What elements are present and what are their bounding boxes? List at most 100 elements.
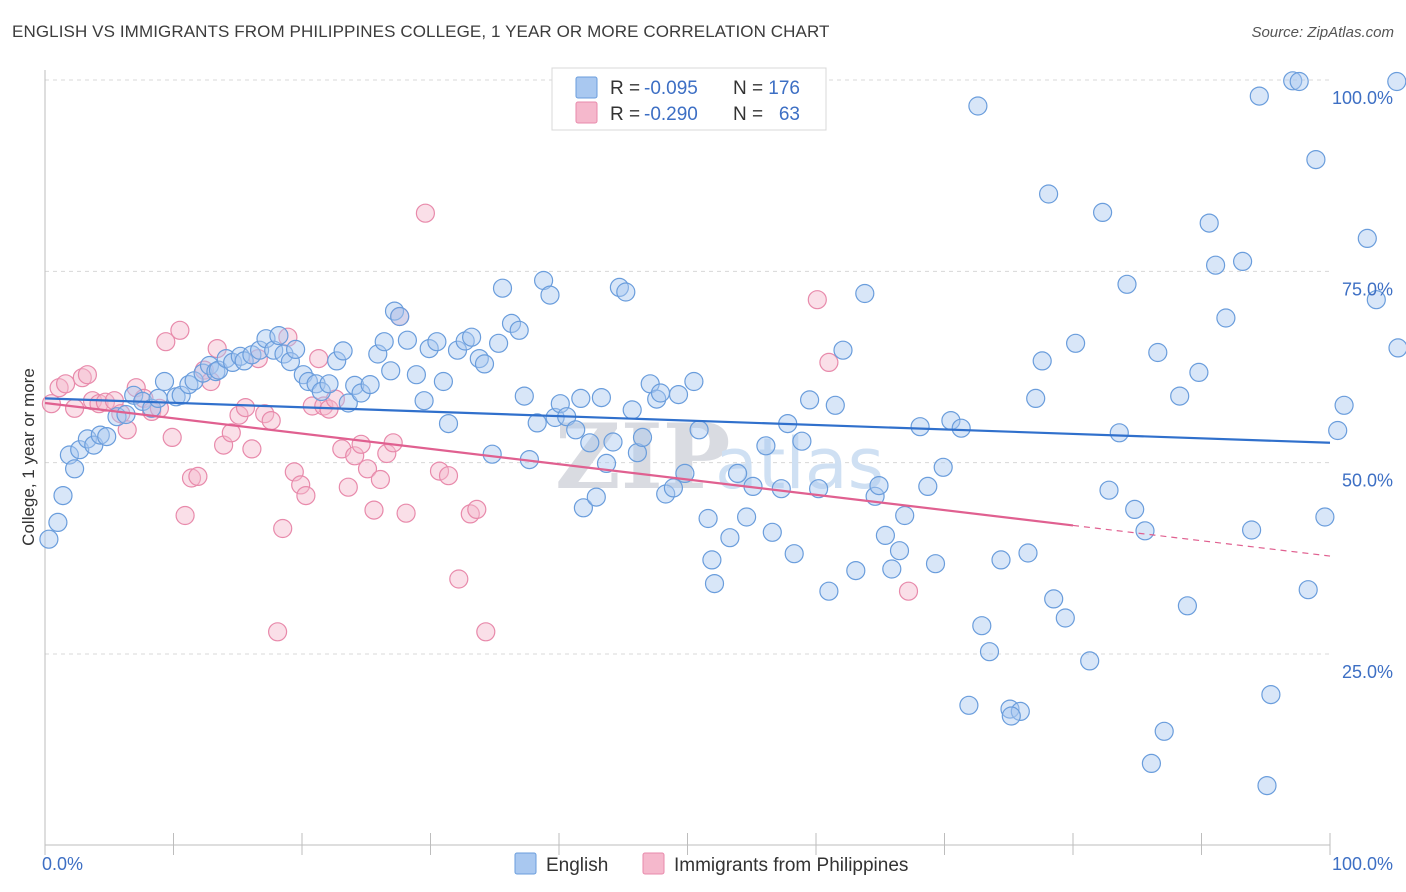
english-point-133 (968, 96, 988, 116)
philippines-point-29 (242, 439, 262, 459)
y-tick-label-3: 100.0% (1332, 88, 1393, 108)
philippines-point-28 (235, 398, 256, 418)
english-point-78 (566, 420, 586, 440)
philippines-point-38 (296, 486, 316, 506)
legend-bottom-philippines-swatch (642, 852, 665, 875)
english-point-143 (1038, 184, 1059, 204)
philippines-point-62 (807, 290, 827, 310)
english-point-84 (596, 453, 617, 473)
english-point-125 (895, 505, 915, 526)
english-point-18 (171, 385, 191, 405)
english-point-64 (474, 354, 495, 374)
english-point-117 (833, 340, 853, 360)
english-point-166 (1257, 775, 1277, 796)
philippines-point-64 (898, 581, 919, 601)
legend-bottom-english-label: English (546, 855, 608, 876)
legend-philippines-r-value: -0.290 (644, 104, 698, 125)
english-point-128 (925, 554, 946, 574)
english-point-53 (397, 330, 417, 350)
english-point-48 (368, 344, 388, 364)
philippines-trend-line (44, 401, 1074, 527)
english-point-155 (1148, 342, 1168, 363)
english-point-69 (509, 320, 529, 340)
english-point-115 (819, 581, 839, 601)
english-point-101 (702, 550, 722, 570)
philippines-point-17 (162, 427, 182, 447)
english-point-34 (274, 344, 294, 364)
legend-philippines-n-label: N = (733, 104, 763, 125)
english-point-36 (286, 339, 306, 359)
english-point-102 (704, 573, 725, 594)
english-point-74 (540, 285, 560, 305)
english-point-174 (1334, 395, 1354, 415)
english-point-156 (1154, 721, 1174, 741)
english-point-83 (591, 388, 612, 408)
philippines-point-54 (396, 503, 416, 523)
english-point-52 (390, 306, 410, 327)
english-point-19 (179, 375, 199, 395)
english-point-129 (933, 457, 953, 477)
english-point-122 (875, 525, 896, 546)
english-point-104 (727, 463, 748, 483)
english-point-159 (1189, 362, 1209, 382)
philippines-point-55 (415, 203, 435, 223)
english-point-89 (627, 443, 648, 463)
philippines-point-46 (345, 446, 365, 466)
english-point-112 (792, 431, 812, 451)
axes (44, 70, 1331, 855)
legend-philippines-n-value: 63 (779, 104, 800, 125)
philippines-point-18 (170, 320, 190, 340)
english-point-38 (298, 371, 318, 392)
english-point-11 (116, 404, 136, 425)
chart-title: ENGLISH VS IMMIGRANTS FROM PHILIPPINES C… (12, 22, 830, 41)
english-point-47 (360, 375, 380, 395)
english-point-142 (1032, 351, 1052, 371)
english-point-144 (1044, 589, 1064, 609)
english-point-40 (311, 381, 331, 402)
english-point-43 (333, 341, 353, 361)
english-point-56 (419, 339, 439, 359)
english-point-134 (972, 616, 992, 636)
english-point-63 (469, 349, 489, 369)
philippines-point-58 (449, 569, 469, 589)
english-point-16 (154, 371, 175, 392)
philippines-point-5 (77, 365, 98, 385)
english-point-140 (1018, 543, 1038, 563)
english-point-35 (280, 352, 300, 372)
english-point-28 (234, 351, 254, 371)
philippines-point-34 (273, 518, 293, 539)
english-point-111 (784, 544, 804, 564)
english-point-170 (1298, 580, 1318, 600)
english-point-149 (1099, 480, 1119, 500)
legend-bottom: English Immigrants from Philippines (514, 852, 908, 876)
philippines-point-40 (309, 349, 329, 369)
english-point-90 (632, 427, 653, 447)
philippines-point-56 (429, 461, 450, 481)
watermark-atlas: atlas (715, 423, 884, 505)
english-point-152 (1125, 499, 1145, 519)
english-point-113 (799, 390, 820, 410)
english-point-164 (1241, 520, 1262, 540)
english-point-148 (1092, 202, 1113, 222)
english-point-81 (580, 433, 600, 453)
english-point-79 (571, 388, 591, 408)
english-point-161 (1205, 255, 1226, 275)
english-point-141 (1026, 388, 1046, 408)
y-tick-labels: 25.0% 50.0% 75.0% 100.0% (1332, 88, 1393, 682)
english-point-44 (338, 393, 358, 413)
x-tick-label-0: 0.0% (42, 854, 83, 874)
philippines-point-60 (467, 499, 487, 519)
english-point-103 (720, 528, 740, 548)
legend-bottom-english-swatch (514, 852, 537, 875)
english-point-116 (825, 395, 845, 415)
philippines-point-57 (438, 466, 459, 486)
legend-english-n-value: 176 (768, 78, 800, 99)
english-point-131 (951, 418, 971, 438)
philippines-point-33 (268, 622, 288, 642)
english-point-168 (1283, 71, 1303, 91)
x-tick-labels: 0.0% 100.0% (42, 854, 1393, 874)
legend-bottom-philippines-label: Immigrants from Philippines (674, 855, 908, 876)
english-point-80 (573, 498, 594, 518)
english-point-135 (979, 642, 1000, 662)
english-point-178 (1388, 338, 1406, 358)
